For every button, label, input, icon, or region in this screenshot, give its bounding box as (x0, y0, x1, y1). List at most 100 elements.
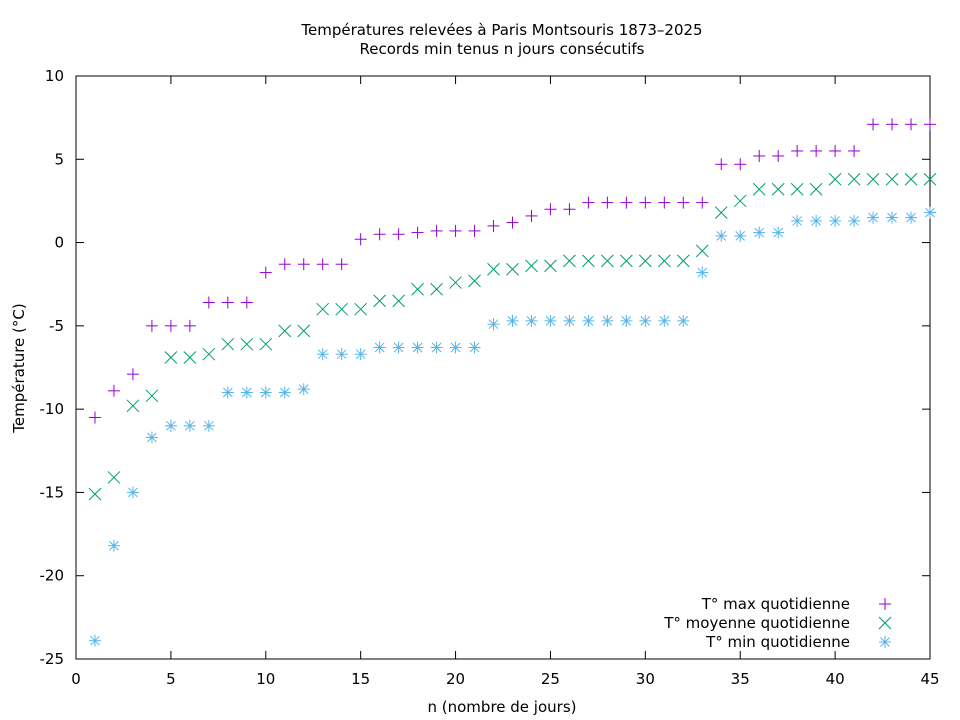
point-s0-25 (563, 203, 576, 216)
point-s2-9 (259, 386, 272, 399)
point-s0-22 (506, 216, 519, 229)
point-s2-28 (620, 314, 633, 327)
y-tick-label-0: -25 (40, 650, 65, 668)
point-s2-38 (810, 214, 823, 227)
point-s2-25 (563, 314, 576, 327)
point-s0-28 (620, 196, 633, 209)
chart-title: Températures relevées à Paris Montsouris… (300, 21, 702, 39)
point-s2-24 (544, 314, 557, 327)
point-s0-7 (221, 296, 234, 309)
point-s2-32 (696, 266, 709, 279)
legend-label-0: T° max quotidienne (701, 595, 850, 613)
x-tick-label-0: 0 (71, 670, 81, 688)
point-s1-1 (107, 471, 121, 484)
series-1 (88, 172, 937, 501)
series-0 (88, 118, 936, 424)
point-s1-28 (620, 254, 633, 268)
point-s0-39 (829, 144, 842, 157)
point-s0-20 (468, 224, 481, 237)
point-s2-41 (867, 211, 880, 224)
point-s0-44 (924, 118, 936, 131)
point-s1-18 (430, 282, 443, 296)
axes: 0 5 10 15 20 25 30 35 40 45 -25 -20 -15 -10 -5 0 5 10 (40, 67, 940, 688)
x-tick-label-5: 25 (541, 670, 560, 688)
point-s1-32 (695, 244, 709, 258)
point-s1-38 (809, 182, 823, 196)
x-tick-label-4: 20 (446, 670, 465, 688)
point-s0-34 (734, 158, 747, 171)
point-s1-20 (468, 274, 481, 288)
point-s1-3 (145, 389, 159, 403)
point-s0-31 (677, 196, 690, 209)
point-s0-40 (848, 144, 861, 157)
point-s1-15 (373, 294, 386, 308)
point-s0-11 (297, 258, 310, 271)
y-tick-label-4: -5 (49, 317, 64, 335)
point-s1-40 (847, 172, 861, 186)
chart-subtitle: Records min tenus n jours consécutifs (360, 40, 645, 58)
point-s2-33 (715, 229, 728, 242)
point-s1-25 (563, 254, 576, 268)
point-s1-16 (392, 294, 405, 308)
point-s1-27 (601, 254, 614, 268)
point-s2-34 (734, 229, 747, 242)
point-s0-37 (791, 144, 804, 157)
point-s2-43 (905, 211, 918, 224)
point-s0-0 (88, 411, 101, 424)
point-s0-8 (240, 296, 253, 309)
point-s2-36 (772, 226, 785, 239)
point-s0-18 (430, 224, 443, 237)
point-s2-17 (411, 341, 424, 354)
x-tick-label-1: 5 (166, 670, 176, 688)
point-s0-17 (411, 226, 424, 239)
point-s0-41 (867, 118, 880, 131)
point-s1-34 (733, 194, 747, 208)
point-s1-7 (221, 337, 235, 351)
point-s2-21 (487, 318, 500, 331)
point-s2-37 (791, 214, 804, 227)
point-s1-21 (487, 262, 500, 276)
point-s0-1 (107, 384, 120, 397)
point-s1-5 (183, 351, 197, 364)
point-s1-2 (126, 399, 140, 413)
legend-marker-1 (878, 616, 892, 630)
point-s2-2 (126, 486, 139, 499)
point-s1-39 (828, 172, 842, 186)
point-s1-13 (335, 302, 349, 316)
point-s1-6 (202, 347, 216, 361)
point-s2-40 (848, 214, 861, 227)
point-s2-10 (278, 386, 291, 399)
point-s1-29 (638, 254, 652, 268)
point-s0-19 (449, 224, 462, 237)
point-s0-26 (582, 196, 595, 209)
point-s0-16 (392, 228, 405, 241)
point-s1-24 (544, 259, 557, 273)
point-s2-22 (506, 314, 519, 327)
point-s1-42 (885, 172, 899, 186)
x-axis-label: n (nombre de jours) (428, 698, 577, 716)
point-s0-42 (886, 118, 899, 131)
point-s2-31 (677, 314, 690, 327)
point-s2-15 (373, 341, 386, 354)
x-tick-label-9: 45 (920, 670, 939, 688)
legend-marker-2 (879, 636, 891, 648)
point-s0-38 (810, 144, 823, 157)
point-s2-12 (316, 348, 329, 361)
point-s1-17 (411, 282, 424, 296)
point-s1-35 (752, 182, 766, 196)
point-s2-35 (753, 226, 766, 239)
point-s2-18 (430, 341, 443, 354)
point-s2-16 (392, 341, 405, 354)
point-s0-33 (715, 158, 728, 171)
point-s2-0 (88, 634, 101, 647)
point-s0-35 (753, 149, 766, 162)
point-s2-14 (354, 348, 367, 361)
point-s2-7 (221, 386, 234, 399)
x-tick-label-3: 15 (351, 670, 370, 688)
point-s1-30 (657, 254, 671, 268)
point-s0-32 (696, 196, 709, 209)
legend-marker-0 (879, 598, 891, 610)
point-s2-5 (183, 419, 196, 432)
point-s2-13 (335, 348, 348, 361)
